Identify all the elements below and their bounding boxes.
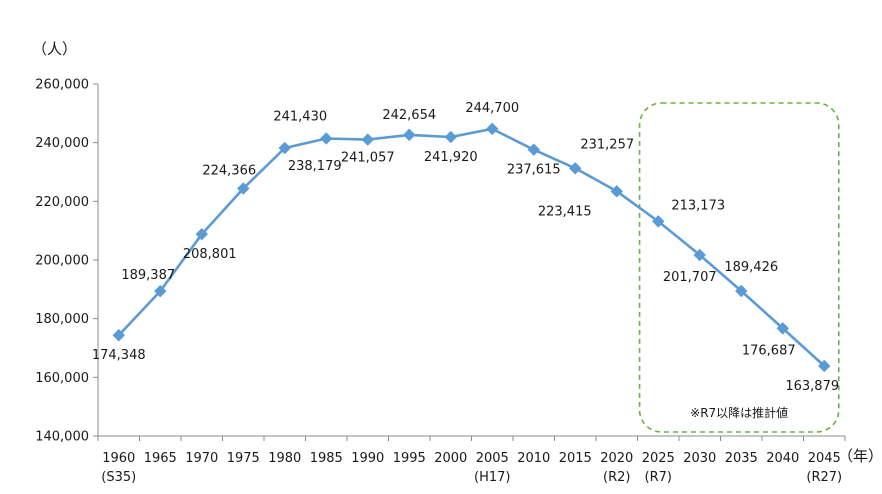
y-tick-label: 200,000 <box>35 254 89 269</box>
estimate-highlight-box <box>638 102 840 433</box>
data-label: 241,920 <box>424 150 478 165</box>
data-label: 208,801 <box>183 247 237 262</box>
x-tick-label: 2020 <box>600 451 633 466</box>
data-label: 231,257 <box>580 137 634 152</box>
data-label: 241,057 <box>341 151 395 166</box>
data-point <box>527 143 540 156</box>
y-tick-label: 140,000 <box>35 430 89 445</box>
x-tick-label: 1965 <box>144 451 177 466</box>
data-label: 237,615 <box>507 163 561 178</box>
x-tick-label: 1995 <box>393 451 426 466</box>
data-label: 244,700 <box>465 101 519 116</box>
x-tick-label: 2045 <box>808 451 841 466</box>
data-point <box>569 162 582 175</box>
data-labels: 174,348 189,387 208,801 224,366 238,179 241,4… <box>92 101 839 394</box>
x-tick-sublabel: (R27) <box>806 470 842 485</box>
x-tick-sublabel: (H17) <box>474 470 510 485</box>
data-label: 174,348 <box>92 348 146 363</box>
x-tick-sublabel: (S35) <box>101 470 136 485</box>
data-point <box>693 248 706 262</box>
axes: 140,000 160,000 180,000 200,000 220,000 240,0… <box>35 78 846 485</box>
data-point <box>403 128 416 142</box>
data-label: 189,387 <box>121 268 175 283</box>
data-point <box>112 329 125 342</box>
data-point <box>195 227 208 241</box>
data-label: 176,687 <box>742 343 796 358</box>
estimate-highlight: ※R7以降は推計値 <box>638 102 840 433</box>
data-label: 224,366 <box>202 164 256 179</box>
x-tick-label: 2030 <box>683 451 716 466</box>
y-tick-label: 180,000 <box>35 312 89 327</box>
series-line <box>117 127 826 367</box>
data-label: 163,879 <box>785 379 839 394</box>
series-population <box>112 122 831 373</box>
y-tick-label: 260,000 <box>35 78 89 93</box>
y-tick-label: 220,000 <box>35 195 89 210</box>
x-tick-label: 1980 <box>268 451 301 466</box>
y-tick-label: 160,000 <box>35 371 89 386</box>
x-tick-sublabel: (R2) <box>603 470 630 485</box>
data-point <box>818 359 831 373</box>
data-label: 189,426 <box>724 260 778 275</box>
data-label: 238,179 <box>288 159 342 174</box>
estimate-note: ※R7以降は推計値 <box>690 405 788 420</box>
data-label: 241,430 <box>273 109 327 124</box>
data-point <box>610 185 623 198</box>
data-point <box>237 182 250 195</box>
x-tick-label: 2010 <box>517 451 550 466</box>
data-point <box>320 132 333 145</box>
y-tick-label: 240,000 <box>35 136 89 151</box>
x-tick-label: 2035 <box>725 451 758 466</box>
x-tick-label: 1975 <box>227 451 260 466</box>
data-label: 201,707 <box>663 270 717 285</box>
x-tick-sublabel: (R7) <box>645 470 672 485</box>
x-tick-label: 2015 <box>559 451 592 466</box>
data-point <box>486 122 499 136</box>
x-tick-label: 2025 <box>642 451 675 466</box>
x-tick-label: 1985 <box>310 451 343 466</box>
x-tick-label: 2000 <box>434 451 467 466</box>
data-point <box>361 133 374 146</box>
data-label: 242,654 <box>382 108 436 123</box>
x-tick-label: 1960 <box>102 451 135 466</box>
x-tick-label: 1990 <box>351 451 384 466</box>
data-point <box>735 284 748 298</box>
x-tick-label: 1970 <box>185 451 218 466</box>
x-tick-label: 2005 <box>476 451 509 466</box>
data-point <box>776 322 789 335</box>
y-axis-unit-label: （人） <box>32 40 77 58</box>
data-label: 213,173 <box>671 198 725 213</box>
data-point <box>278 141 291 155</box>
data-point <box>444 130 457 144</box>
x-tick-label: 2040 <box>766 451 799 466</box>
x-axis-unit-label: （年） <box>838 447 882 465</box>
data-point <box>652 215 665 228</box>
data-label: 223,415 <box>538 204 592 219</box>
data-point <box>154 284 167 298</box>
